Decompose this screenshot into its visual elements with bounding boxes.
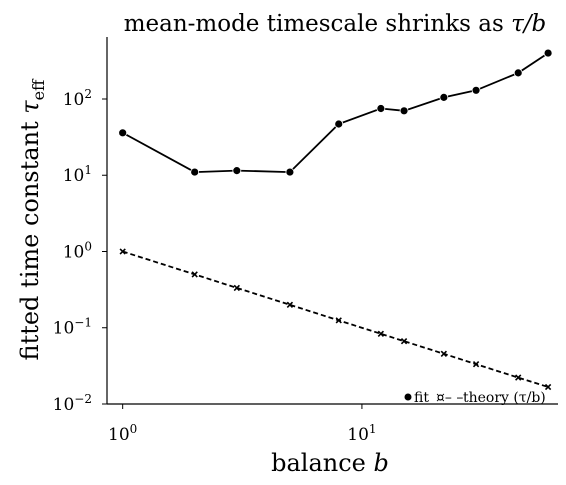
point-1-2 [233, 284, 240, 292]
point-1-6 [400, 337, 408, 345]
x-axis-label: balance b [271, 449, 389, 477]
point-0-6 [399, 106, 409, 116]
point-0-7 [439, 92, 449, 102]
series-line-0 [122, 52, 549, 174]
legend-theory-label: theory (τ/b) [463, 390, 546, 406]
point-1-9 [515, 374, 522, 381]
point-1-3 [286, 301, 294, 308]
point-0-10 [543, 48, 553, 58]
series-layer [118, 48, 553, 391]
point-1-5 [377, 330, 385, 337]
chart-title: mean-mode timescale shrinks as τ/b [124, 11, 547, 37]
point-1-1 [191, 271, 198, 278]
series-line-1 [122, 250, 549, 388]
y-tick-label-1: 10−1 [53, 316, 92, 339]
point-0-9 [513, 68, 523, 78]
y-tick-label-3: 101 [63, 163, 92, 186]
point-1-0 [119, 248, 126, 255]
point-1-10 [544, 383, 552, 391]
y-tick-label-0: 10−2 [53, 392, 92, 415]
legend-separator: ¤– – [436, 390, 463, 406]
point-1-4 [335, 317, 342, 324]
point-0-5 [376, 104, 386, 113]
y-axis-label: fitted time constant τeff [16, 78, 48, 361]
x-tick-label-1: 101 [347, 422, 376, 445]
x-tick-label-0: 100 [108, 422, 137, 445]
point-0-4 [334, 119, 344, 129]
point-0-8 [471, 85, 481, 95]
point-1-7 [440, 350, 448, 357]
y-tick-label-4: 102 [63, 87, 92, 110]
point-0-0 [118, 128, 128, 138]
ticks: 100 101 10−2 10−1 100 101 102 [53, 87, 377, 445]
point-0-1 [190, 167, 200, 177]
legend-fit-marker [404, 393, 412, 401]
point-0-2 [232, 166, 242, 176]
point-0-3 [285, 167, 295, 177]
legend: fit ¤– – theory (τ/b) [404, 390, 546, 406]
legend-fit-label: fit [414, 390, 429, 406]
point-1-8 [472, 360, 480, 368]
y-tick-label-2: 100 [63, 239, 92, 262]
